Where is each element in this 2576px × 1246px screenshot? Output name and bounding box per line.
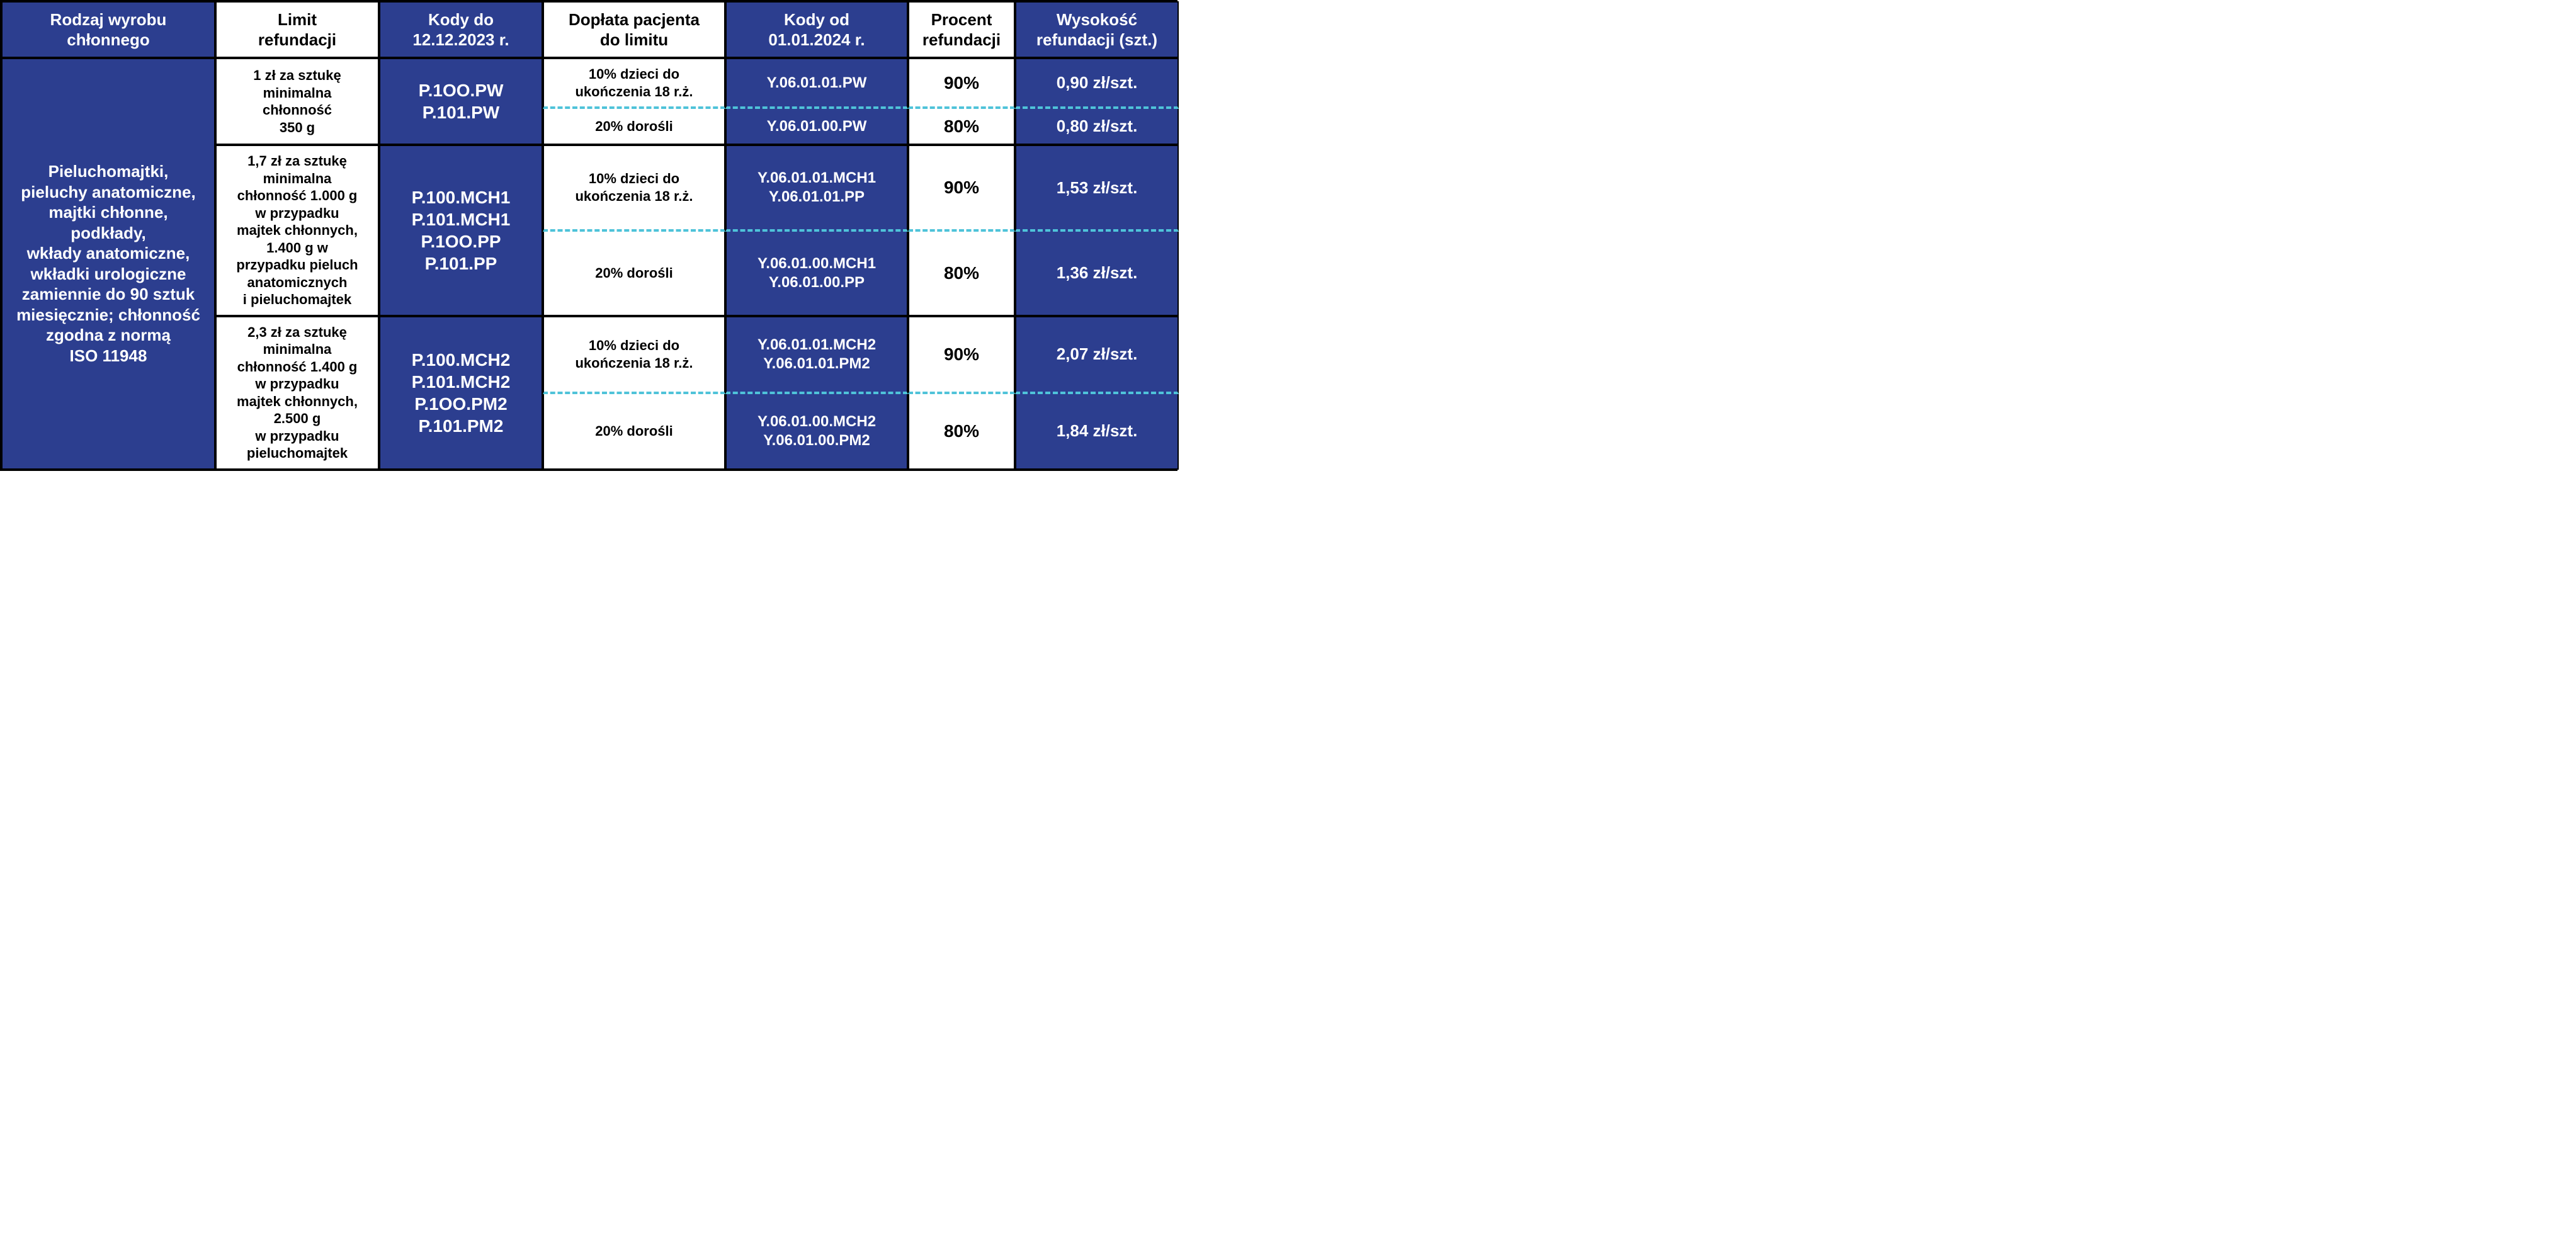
header-percent: Procent refundacji — [908, 1, 1015, 58]
percent-1-0: 90% — [908, 145, 1015, 232]
limit-0: 1 zł za sztukę minimalna chłonność 350 g — [215, 58, 379, 145]
header-codes-old: Kody do 12.12.2023 r. — [379, 1, 543, 58]
amount-2-0: 2,07 zł/szt. — [1015, 316, 1179, 394]
header-type: Rodzaj wyrobu chłonnego — [1, 1, 215, 58]
percent-2-0: 90% — [908, 316, 1015, 394]
codes-new-2-1: Y.06.01.00.MCH2 Y.06.01.00.PM2 — [725, 394, 908, 470]
header-limit: Limit refundacji — [215, 1, 379, 58]
header-surcharge: Dopłata pacjenta do limitu — [543, 1, 725, 58]
amount-1-0: 1,53 zł/szt. — [1015, 145, 1179, 232]
percent-2-1: 80% — [908, 394, 1015, 470]
codes-old-2: P.100.MCH2 P.101.MCH2 P.1OO.PM2 P.101.PM… — [379, 316, 543, 470]
percent-1-1: 80% — [908, 232, 1015, 316]
limit-2: 2,3 zł za sztukę minimalna chłonność 1.4… — [215, 316, 379, 470]
codes-old-0: P.1OO.PW P.101.PW — [379, 58, 543, 145]
codes-new-1-0: Y.06.01.01.MCH1 Y.06.01.01.PP — [725, 145, 908, 232]
surcharge-1-0: 10% dzieci do ukończenia 18 r.ż. — [543, 145, 725, 232]
codes-old-1: P.100.MCH1 P.101.MCH1 P.1OO.PP P.101.PP — [379, 145, 543, 316]
amount-2-1: 1,84 zł/szt. — [1015, 394, 1179, 470]
surcharge-2-1: 20% dorośli — [543, 394, 725, 470]
percent-0-1: 80% — [908, 109, 1015, 145]
surcharge-1-1: 20% dorośli — [543, 232, 725, 316]
amount-0-1: 0,80 zł/szt. — [1015, 109, 1179, 145]
product-type: Pieluchomajtki, pieluchy anatomiczne, ma… — [1, 58, 215, 470]
reimbursement-table: Rodzaj wyrobu chłonnego Limit refundacji… — [0, 0, 1177, 471]
header-codes-new: Kody od 01.01.2024 r. — [725, 1, 908, 58]
amount-1-1: 1,36 zł/szt. — [1015, 232, 1179, 316]
surcharge-0-1: 20% dorośli — [543, 109, 725, 145]
codes-new-0-0: Y.06.01.01.PW — [725, 58, 908, 109]
limit-1: 1,7 zł za sztukę minimalna chłonność 1.0… — [215, 145, 379, 316]
codes-new-1-1: Y.06.01.00.MCH1 Y.06.01.00.PP — [725, 232, 908, 316]
amount-0-0: 0,90 zł/szt. — [1015, 58, 1179, 109]
codes-new-2-0: Y.06.01.01.MCH2 Y.06.01.01.PM2 — [725, 316, 908, 394]
percent-0-0: 90% — [908, 58, 1015, 109]
codes-new-0-1: Y.06.01.00.PW — [725, 109, 908, 145]
header-amount: Wysokość refundacji (szt.) — [1015, 1, 1179, 58]
surcharge-0-0: 10% dzieci do ukończenia 18 r.ż. — [543, 58, 725, 109]
surcharge-2-0: 10% dzieci do ukończenia 18 r.ż. — [543, 316, 725, 394]
